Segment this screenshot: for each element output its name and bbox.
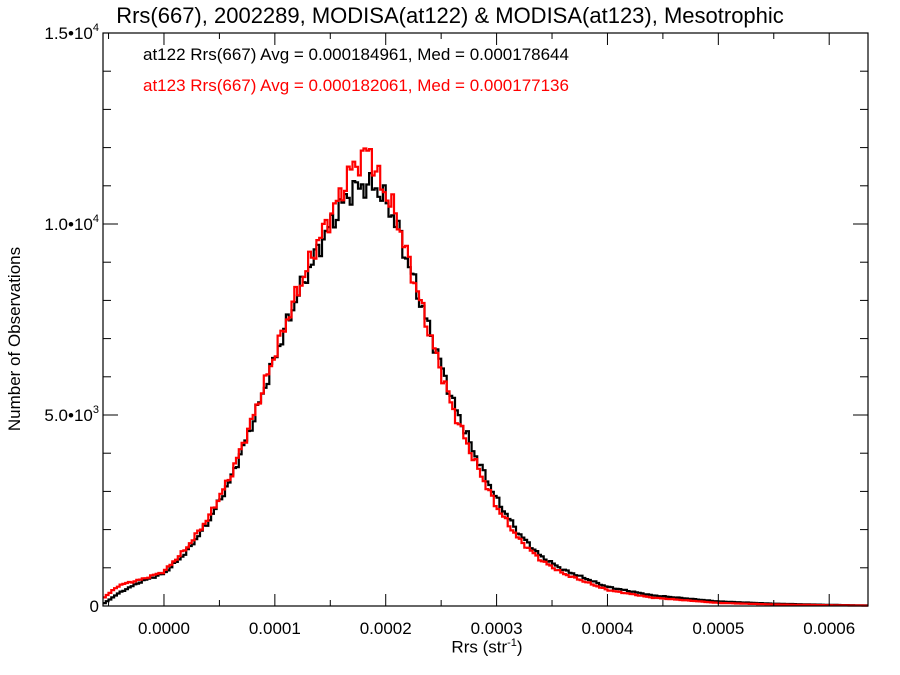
x-tick-label: 0.0003	[471, 619, 523, 638]
at122-stats-annotation: at122 Rrs(667) Avg = 0.000184961, Med = …	[143, 45, 569, 64]
y-tick-label: 0	[90, 597, 99, 616]
x-axis-label-text: Rrs (str	[451, 637, 508, 657]
x-tick-label: 0.0005	[692, 619, 744, 638]
x-axis-label-exponent: -1	[507, 637, 517, 649]
series-at122-histogram	[103, 172, 868, 607]
x-axis-label: Rrs (str-1)	[451, 637, 522, 658]
x-tick-label: 0.0000	[138, 619, 190, 638]
x-tick-label: 0.0004	[581, 619, 633, 638]
chart-title: Rrs(667), 2002289, MODISA(at122) & MODIS…	[116, 3, 784, 28]
x-tick-label: 0.0002	[360, 619, 412, 638]
x-tick-label: 0.0001	[249, 619, 301, 638]
x-axis-label-close: )	[516, 637, 523, 657]
at123-stats-annotation: at123 Rrs(667) Avg = 0.000182061, Med = …	[143, 76, 569, 95]
x-tick-label: 0.0006	[803, 619, 855, 638]
y-tick-label: 1.0•104	[44, 213, 99, 234]
series-at123-histogram	[103, 147, 868, 607]
y-tick-label: 5.0•103	[44, 404, 99, 425]
plot-frame	[102, 32, 869, 607]
y-tick-label: 1.5•104	[44, 22, 99, 43]
